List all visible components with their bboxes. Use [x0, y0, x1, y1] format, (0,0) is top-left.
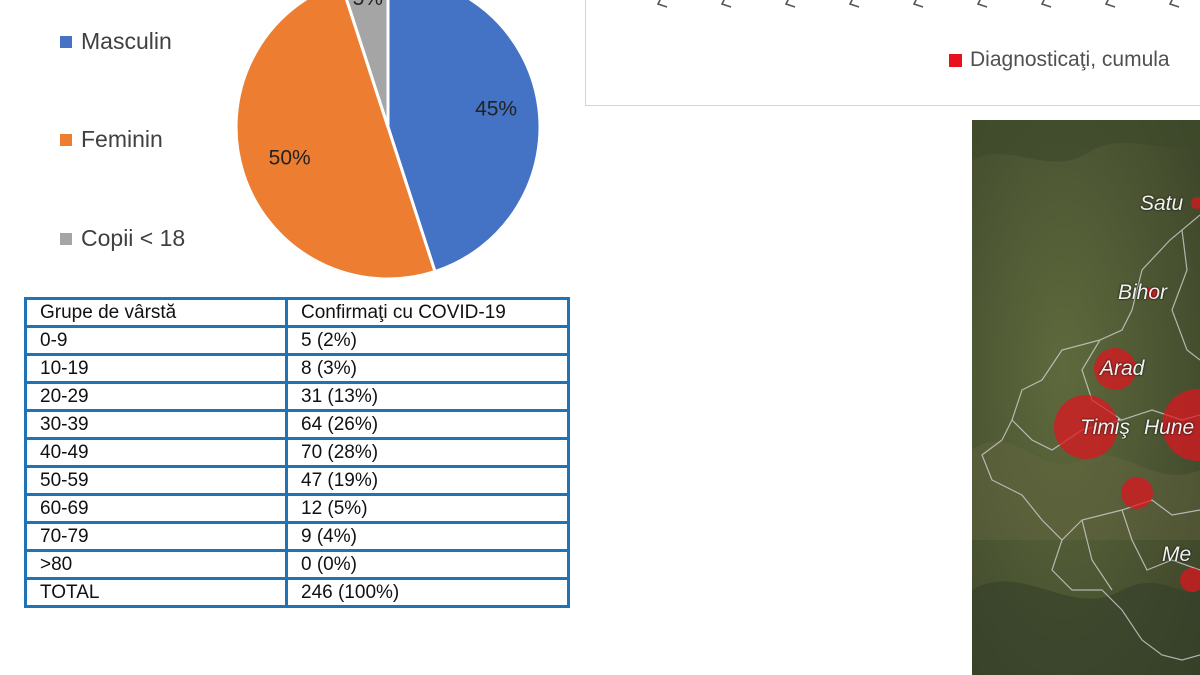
age-group-table-wrap: Grupe de vârstă Confirmaţi cu COVID-19 0…	[24, 297, 570, 608]
legend-item-copii: Copii < 18	[60, 225, 185, 252]
table-cell-count: 9 (4%)	[285, 521, 570, 552]
table-header-confirmed: Confirmaţi cu COVID-19	[285, 297, 570, 328]
table-cell-age: 10-19	[24, 353, 288, 384]
legend-label-masculin: Masculin	[81, 28, 172, 54]
legend-swatch-feminin	[60, 133, 72, 146]
table-cell-count: 0 (0%)	[285, 549, 570, 580]
legend-item-feminin: Feminin	[60, 126, 163, 153]
table-cell-age: 50-59	[24, 465, 288, 496]
legend-label-feminin: Feminin	[81, 126, 163, 152]
table-cell-count: 47 (19%)	[285, 465, 570, 496]
x-axis-tick	[1168, 0, 1180, 8]
table-cell-count: 64 (26%)	[285, 409, 570, 440]
pie-slice-masculin	[386, 0, 542, 274]
legend-swatch-masculin	[60, 35, 72, 48]
table-row: 10-19 8 (3%)	[24, 353, 570, 384]
map-label-arad: Arad	[1100, 357, 1145, 380]
x-axis-tick	[976, 0, 988, 8]
table-cell-age: 40-49	[24, 437, 288, 468]
table-cell-age: 20-29	[24, 381, 288, 412]
table-cell-count: 8 (3%)	[285, 353, 570, 384]
table-header-age: Grupe de vârstă	[24, 297, 288, 328]
pie-label-feminin: 50%	[269, 146, 311, 169]
x-axis-tick	[784, 0, 796, 8]
case-bubbles	[1054, 197, 1200, 592]
x-axis-tick	[1040, 0, 1052, 8]
x-axis-tick-marks	[656, 0, 1180, 8]
table-cell-age: TOTAL	[24, 577, 288, 608]
table-row: 0-9 5 (2%)	[24, 325, 570, 356]
table-row: 50-59 47 (19%)	[24, 465, 570, 496]
map-label-satu: Satu	[1140, 192, 1184, 215]
pie-legend: Masculin Feminin Copii < 18	[60, 0, 230, 280]
county-bubble-map: Satu Bihor Arad Timiş Hune Me	[972, 120, 1200, 675]
table-row: >80 0 (0%)	[24, 549, 570, 580]
x-axis-tick	[720, 0, 732, 8]
x-axis-tick	[848, 0, 860, 8]
table-header-row: Grupe de vârstă Confirmaţi cu COVID-19	[24, 297, 570, 328]
table-cell-count: 70 (28%)	[285, 437, 570, 468]
table-cell-age: 60-69	[24, 493, 288, 524]
bubble-bihor	[1146, 287, 1158, 299]
map-label-hune: Hune	[1144, 416, 1195, 439]
bubble-arad	[1094, 348, 1136, 390]
pie-label-copii: 5%	[353, 0, 383, 10]
table-row: 30-39 64 (26%)	[24, 409, 570, 440]
bubble-hunedoara	[1162, 389, 1200, 461]
table-cell-age: 30-39	[24, 409, 288, 440]
table-row: 20-29 31 (13%)	[24, 381, 570, 412]
map-label-timis: Timiş	[1080, 416, 1130, 439]
table-cell-age: >80	[24, 549, 288, 580]
gender-pie-chart: 45% 50% 5%	[234, 0, 542, 281]
table-cell-count: 246 (100%)	[285, 577, 570, 608]
bubble-mehedinti	[1180, 568, 1200, 592]
table-row: 40-49 70 (28%)	[24, 437, 570, 468]
cumulative-chart-legend: Diagnosticaţi, cumula	[949, 48, 1170, 72]
table-cell-count: 12 (5%)	[285, 493, 570, 524]
cumulative-cases-chart: Diagnosticaţi, cumula	[585, 0, 1200, 106]
legend-swatch-copii	[60, 232, 72, 245]
table-total-row: TOTAL 246 (100%)	[24, 577, 570, 608]
x-axis-tick	[912, 0, 924, 8]
table-row: 60-69 12 (5%)	[24, 493, 570, 524]
table-cell-age: 70-79	[24, 521, 288, 552]
legend-swatch-diagnosed	[949, 53, 962, 67]
x-axis-tick	[656, 0, 668, 8]
table-cell-age: 0-9	[24, 325, 288, 356]
map-label-me: Me	[1162, 543, 1192, 566]
table-row: 70-79 9 (4%)	[24, 521, 570, 552]
bubble-caras	[1121, 477, 1153, 509]
table-cell-count: 31 (13%)	[285, 381, 570, 412]
x-axis-tick	[1104, 0, 1116, 8]
pie-slice-copii	[345, 0, 390, 128]
map-label-bihor: Bihor	[1118, 281, 1168, 304]
table-cell-count: 5 (2%)	[285, 325, 570, 356]
legend-label-copii: Copii < 18	[81, 225, 186, 251]
age-group-table: Grupe de vârstă Confirmaţi cu COVID-19 0…	[24, 297, 570, 608]
bubble-satu-mare	[1191, 197, 1200, 209]
bubble-timis	[1054, 395, 1118, 459]
pie-slice-feminin	[234, 0, 437, 281]
legend-item-masculin: Masculin	[60, 28, 172, 55]
legend-label-diagnosed: Diagnosticaţi, cumula	[970, 48, 1170, 71]
pie-label-masculin: 45%	[475, 97, 517, 120]
